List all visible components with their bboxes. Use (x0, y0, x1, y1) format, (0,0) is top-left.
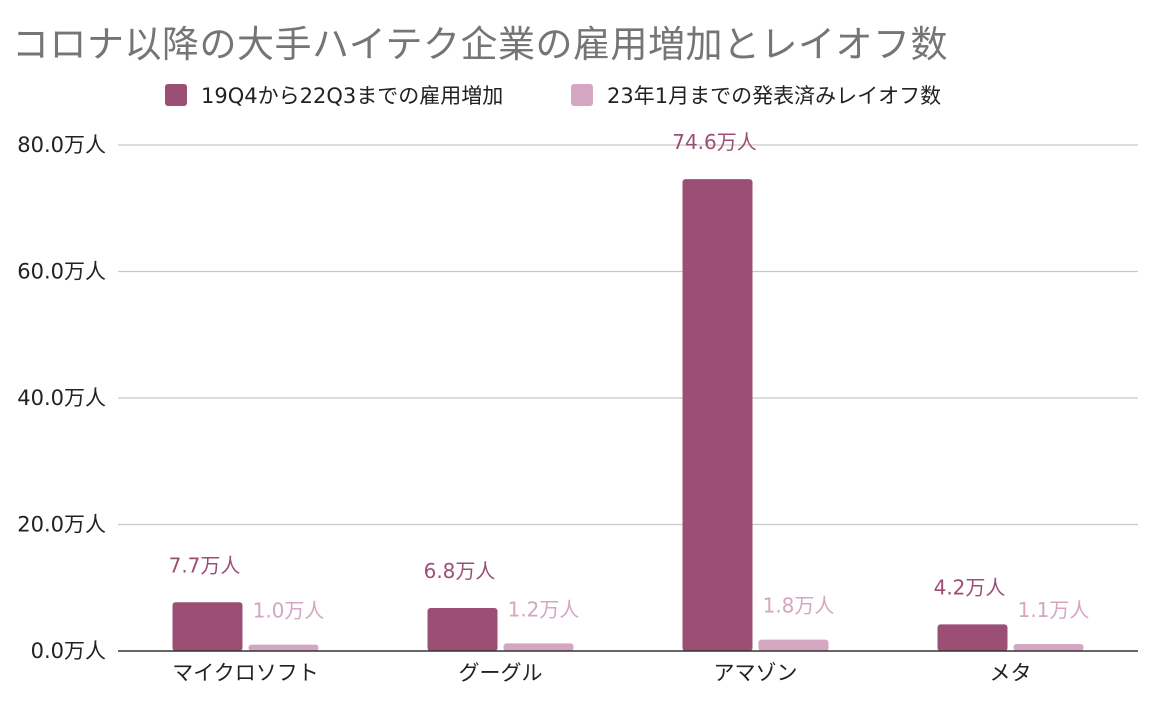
legend-item-layoffs: 23年1月までの発表済みレイオフ数 (571, 80, 941, 110)
x-category-label: メタ (990, 661, 1032, 685)
data-labels: 7.7万人 1.0万人 6.8万人 1.2万人 74.6万人 1.8万人 4.2万人 1.1万… (169, 130, 1090, 623)
y-tick-label: 40.0万人 (17, 386, 106, 410)
y-tick-label: 20.0万人 (17, 513, 106, 537)
data-label-hiring: 7.7万人 (169, 553, 241, 577)
y-tick-label: 0.0万人 (31, 639, 106, 663)
x-category-label: マイクロソフト (172, 661, 319, 685)
legend-label-layoffs: 23年1月までの発表済みレイオフ数 (607, 84, 942, 108)
bar-layoffs (1013, 644, 1084, 651)
legend-swatch-hiring (165, 84, 187, 106)
chart-title: コロナ以降の大手ハイテク企業の雇用増加とレイオフ数 (12, 23, 949, 66)
data-label-layoffs: 1.2万人 (508, 597, 580, 621)
data-label-layoffs: 1.8万人 (763, 594, 835, 618)
data-label-layoffs: 1.0万人 (253, 599, 325, 623)
legend: 19Q4から22Q3までの雇用増加 23年1月までの発表済みレイオフ数 (0, 80, 1158, 110)
y-axis-ticks: 0.0万人 20.0万人 40.0万人 60.0万人 80.0万人 (17, 133, 106, 663)
x-axis-categories: マイクロソフト グーグル アマゾン メタ (172, 661, 1031, 685)
bar-layoffs (503, 643, 574, 651)
bar-layoffs (248, 644, 319, 651)
x-category-label: アマゾン (714, 661, 798, 685)
bar-layoffs (758, 639, 829, 651)
data-label-hiring: 6.8万人 (424, 559, 496, 583)
bar-hiring (427, 607, 498, 651)
y-tick-label: 60.0万人 (17, 260, 106, 284)
legend-label-hiring: 19Q4から22Q3までの雇用増加 (201, 84, 504, 108)
bar-hiring (937, 624, 1008, 651)
data-label-hiring: 4.2万人 (934, 575, 1006, 599)
bar-hiring (682, 179, 753, 651)
data-label-hiring: 74.6万人 (672, 130, 757, 154)
legend-swatch-layoffs (571, 84, 593, 106)
data-label-layoffs: 1.1万人 (1018, 598, 1090, 622)
y-tick-label: 80.0万人 (17, 133, 106, 157)
gridlines (118, 144, 1138, 526)
legend-item-hiring: 19Q4から22Q3までの雇用増加 (165, 80, 503, 110)
bar-hiring (172, 602, 243, 651)
bars (172, 179, 1084, 651)
x-category-label: グーグル (459, 661, 543, 685)
